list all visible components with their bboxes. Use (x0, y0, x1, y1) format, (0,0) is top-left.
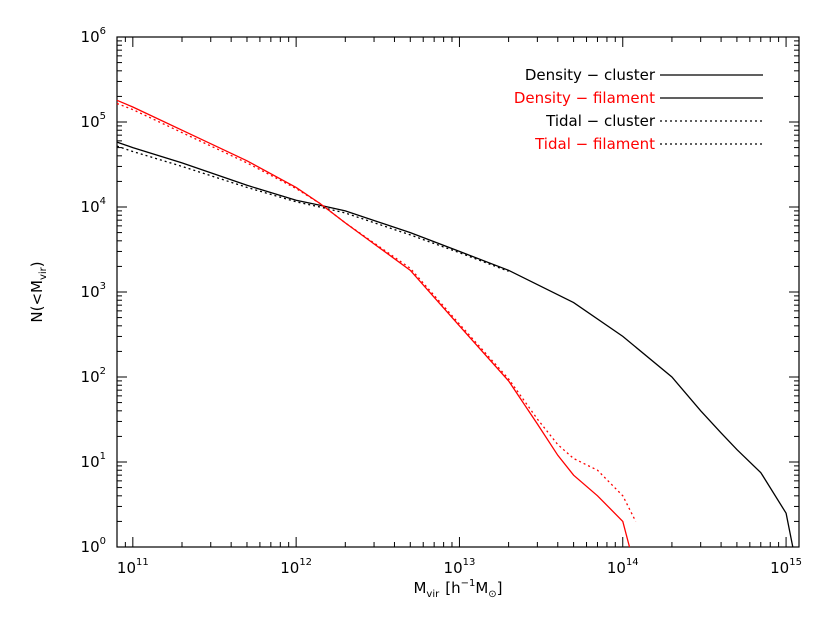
legend-label: Tidal − filament (534, 135, 655, 153)
y-axis-title: N(<Mvir) (28, 261, 49, 322)
x-tick-label: 1012 (280, 557, 312, 577)
x-tick-label: 1015 (770, 557, 802, 577)
x-axis-title: Mvir [h−1M⊙] (413, 578, 502, 600)
y-tick-label: 102 (81, 366, 106, 386)
series-line (116, 141, 794, 548)
y-tick-label: 103 (81, 281, 106, 301)
x-tick-label: 1011 (117, 557, 149, 577)
series-lines (116, 99, 794, 548)
series-line (116, 102, 637, 522)
plot-frame (116, 36, 800, 548)
series-line (116, 145, 509, 272)
series-line (116, 99, 631, 548)
y-tick-label: 104 (81, 196, 106, 216)
y-tick-label: 105 (81, 111, 106, 131)
legend: Density − cluster Density − filament Tidal… (514, 66, 763, 153)
y-tick-label: 101 (81, 451, 106, 471)
axis-tick-labels: 1011 1012 1013 1014 1015 100 101 102 103 104 105 10… (81, 26, 802, 577)
legend-label: Tidal − cluster (545, 112, 656, 130)
legend-label: Density − cluster (525, 66, 656, 84)
axis-ticks (116, 36, 799, 548)
x-tick-label: 1013 (444, 557, 476, 577)
x-tick-label: 1014 (607, 557, 639, 577)
y-tick-label: 106 (81, 26, 106, 46)
legend-label: Density − filament (514, 89, 655, 107)
y-tick-label: 100 (81, 536, 106, 556)
